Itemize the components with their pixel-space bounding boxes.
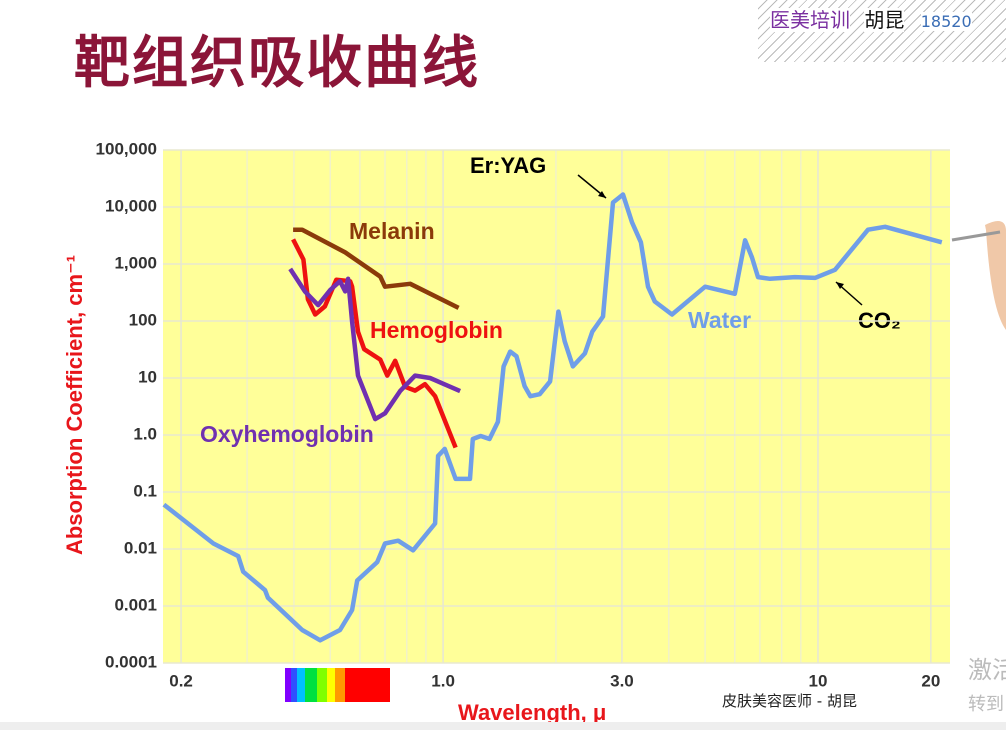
y-tick-label: 0.01 (124, 538, 157, 557)
y-tick-label: 10 (138, 367, 157, 386)
series-line (293, 227, 460, 310)
series-label: Hemoglobin (370, 317, 503, 343)
arrow-head (598, 191, 606, 198)
y-tick-label: 0.001 (114, 595, 157, 614)
watermark: 转到 (968, 694, 1004, 715)
spectrum (285, 668, 390, 702)
x-tick-label: 20 (921, 671, 940, 690)
author: 胡昆 (864, 8, 905, 32)
series-label: Water (688, 307, 751, 333)
pointer (951, 230, 1001, 242)
y-tick-label: 100,000 (96, 139, 157, 158)
bottom-bar (0, 722, 1006, 730)
y-tick-label: 1,000 (114, 253, 157, 272)
phone: 18520 (920, 12, 972, 31)
series-line (162, 192, 943, 643)
series-line (288, 267, 461, 422)
arrow-head (836, 282, 844, 289)
y-tick-label: 0.1 (133, 481, 157, 500)
header-box: 医美培训 胡昆 18520 (758, 0, 1006, 62)
footer: 皮肤美容医师 - 胡昆 (722, 692, 857, 710)
y-tick-label: 10,000 (105, 196, 157, 215)
x-axis-label: Wavelength, μ (458, 700, 606, 725)
x-tick-label: 1.0 (431, 671, 455, 690)
series-label: Melanin (349, 218, 435, 244)
brand: 医美培训 (770, 8, 850, 32)
watermark: 激活 (968, 656, 1006, 684)
series-label: Oxyhemoglobin (200, 421, 374, 447)
annotation: Er:YAG (470, 153, 546, 178)
slide-title: 靶组织吸收曲线 (74, 31, 480, 96)
series-line (291, 238, 458, 449)
y-tick-label: 1.0 (133, 424, 157, 443)
x-tick-label: 10 (809, 671, 828, 690)
x-tick-label: 0.2 (169, 671, 193, 690)
hand (985, 221, 1006, 330)
y-tick-label: 0.0001 (105, 652, 157, 671)
y-axis-label: Absorption Coefficient, cm⁻¹ (62, 255, 87, 555)
y-tick-label: 100 (129, 310, 157, 329)
x-tick-label: 3.0 (610, 671, 634, 690)
